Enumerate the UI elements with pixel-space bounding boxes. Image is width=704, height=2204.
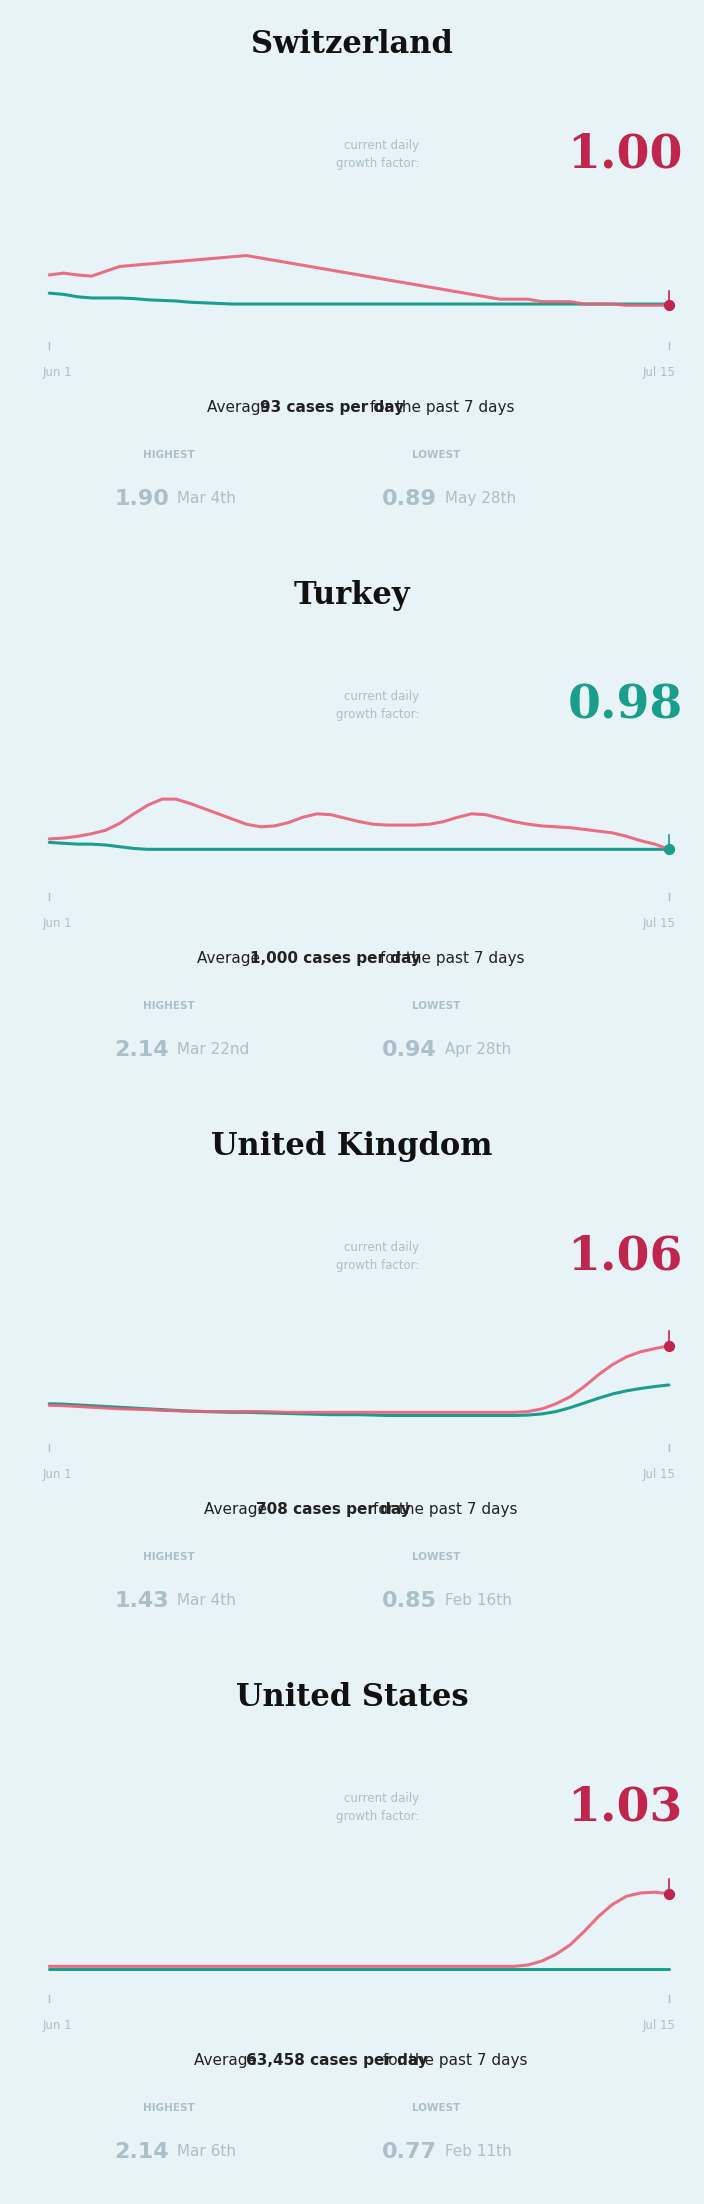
Text: Apr 28th: Apr 28th: [440, 1042, 511, 1058]
Text: Average: Average: [203, 1503, 271, 1516]
Text: Mar 22nd: Mar 22nd: [172, 1042, 250, 1058]
Text: for the past 7 days: for the past 7 days: [379, 2054, 528, 2067]
Text: 0.85: 0.85: [382, 1591, 436, 1611]
Text: LOWEST: LOWEST: [413, 2103, 460, 2114]
Text: 0.77: 0.77: [382, 2142, 436, 2162]
Text: Feb 11th: Feb 11th: [440, 2144, 512, 2160]
Text: 708 cases per day: 708 cases per day: [256, 1503, 411, 1516]
Text: Mar 6th: Mar 6th: [172, 2144, 237, 2160]
Text: Feb 16th: Feb 16th: [440, 1593, 512, 1609]
Text: 0.94: 0.94: [382, 1040, 436, 1060]
Point: [663, 831, 674, 866]
Text: 1.03: 1.03: [567, 1785, 683, 1829]
Text: for the past 7 days: for the past 7 days: [375, 952, 524, 965]
Text: Jun 1: Jun 1: [42, 917, 72, 930]
Text: 0.98: 0.98: [567, 683, 683, 727]
Text: 2.14: 2.14: [114, 1040, 169, 1060]
Text: Jun 1: Jun 1: [42, 2019, 72, 2032]
Text: HIGHEST: HIGHEST: [143, 1552, 195, 1563]
Text: Mar 4th: Mar 4th: [172, 491, 237, 507]
Text: Jun 1: Jun 1: [42, 366, 72, 379]
Text: 1.06: 1.06: [567, 1234, 683, 1278]
Text: for the past 7 days: for the past 7 days: [365, 401, 515, 414]
Text: Average: Average: [197, 952, 265, 965]
Text: 93 cases per day: 93 cases per day: [260, 401, 403, 414]
Text: Jun 1: Jun 1: [42, 1468, 72, 1481]
Text: LOWEST: LOWEST: [413, 1552, 460, 1563]
Text: for the past 7 days: for the past 7 days: [368, 1503, 518, 1516]
Text: Jul 15: Jul 15: [643, 366, 676, 379]
Text: LOWEST: LOWEST: [413, 1001, 460, 1012]
Text: 0.89: 0.89: [382, 489, 436, 509]
Text: United Kingdom: United Kingdom: [211, 1131, 493, 1162]
Text: 1.90: 1.90: [114, 489, 169, 509]
Text: 63,458 cases per day: 63,458 cases per day: [246, 2054, 428, 2067]
Text: HIGHEST: HIGHEST: [143, 2103, 195, 2114]
Text: Jul 15: Jul 15: [643, 1468, 676, 1481]
Text: Average: Average: [194, 2054, 261, 2067]
Text: LOWEST: LOWEST: [413, 450, 460, 461]
Point: [663, 1876, 674, 1911]
Text: Switzerland: Switzerland: [251, 29, 453, 60]
Point: [663, 289, 674, 324]
Text: 1.43: 1.43: [114, 1591, 169, 1611]
Text: Jul 15: Jul 15: [643, 917, 676, 930]
Text: HIGHEST: HIGHEST: [143, 1001, 195, 1012]
Point: [663, 1329, 674, 1364]
Text: HIGHEST: HIGHEST: [143, 450, 195, 461]
Text: 1,000 cases per day: 1,000 cases per day: [250, 952, 420, 965]
Text: current daily
growth factor:: current daily growth factor:: [336, 1241, 419, 1272]
Text: current daily
growth factor:: current daily growth factor:: [336, 690, 419, 721]
Text: current daily
growth factor:: current daily growth factor:: [336, 139, 419, 170]
Text: Turkey: Turkey: [294, 580, 410, 611]
Text: May 28th: May 28th: [440, 491, 516, 507]
Text: Average: Average: [207, 401, 275, 414]
Text: Jul 15: Jul 15: [643, 2019, 676, 2032]
Text: Mar 4th: Mar 4th: [172, 1593, 237, 1609]
Text: United States: United States: [236, 1682, 468, 1713]
Text: current daily
growth factor:: current daily growth factor:: [336, 1792, 419, 1823]
Text: 2.14: 2.14: [114, 2142, 169, 2162]
Text: 1.00: 1.00: [567, 132, 683, 176]
